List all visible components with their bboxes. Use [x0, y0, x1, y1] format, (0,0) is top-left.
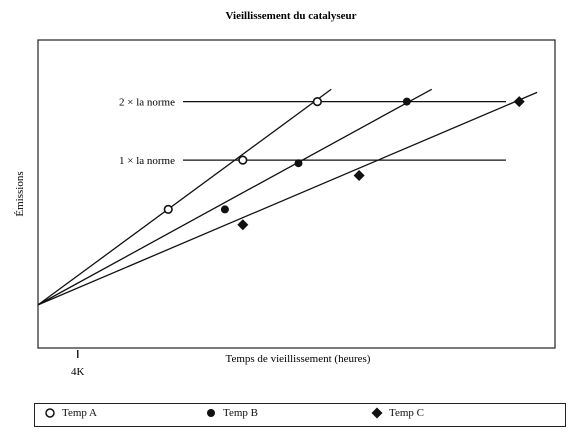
data-point-temp-a-1 [163, 204, 173, 214]
legend-label-temp-a: Temp A [62, 407, 97, 419]
data-point-temp-c-3 [513, 96, 525, 108]
chart-title: Vieillissement du catalyseur [226, 10, 357, 22]
filled-circle-icon [207, 409, 215, 417]
data-point-temp-b-1 [220, 205, 229, 214]
open-circle-icon [45, 408, 55, 418]
series-line-temp-c [37, 91, 538, 306]
series-lines [37, 88, 538, 306]
legend-item-temp-b: Temp B [205, 407, 258, 419]
data-point-temp-a-2 [238, 155, 248, 165]
data-markers [163, 96, 525, 231]
x-ticks: 4K [71, 350, 85, 378]
legend-item-temp-c: Temp C [371, 407, 424, 419]
legend: Temp A Temp B Temp C [34, 403, 566, 427]
reference-label-2: 1 × la norme [119, 155, 175, 167]
x-axis-label: Temps de vieillissement (heures) [226, 353, 371, 365]
plot-frame [37, 39, 556, 349]
data-point-temp-b-3 [402, 97, 411, 106]
reference-label-1: 2 × la norme [119, 97, 175, 109]
legend-item-temp-a: Temp A [44, 407, 97, 419]
data-point-temp-b-2 [294, 159, 303, 168]
data-point-temp-a-3 [312, 96, 322, 107]
legend-label-temp-c: Temp C [389, 407, 424, 419]
reference-lines: 2 × la norme 1 × la norme [119, 97, 506, 167]
diamond-icon [371, 407, 383, 419]
legend-label-temp-b: Temp B [223, 407, 258, 419]
series-line-temp-a [37, 88, 332, 306]
series-line-temp-b [37, 88, 433, 306]
x-tick-label-1: 4K [71, 366, 85, 378]
data-point-temp-c-2 [353, 170, 365, 182]
data-point-temp-c-1 [237, 219, 249, 231]
y-axis-label: Émissions [14, 171, 26, 216]
